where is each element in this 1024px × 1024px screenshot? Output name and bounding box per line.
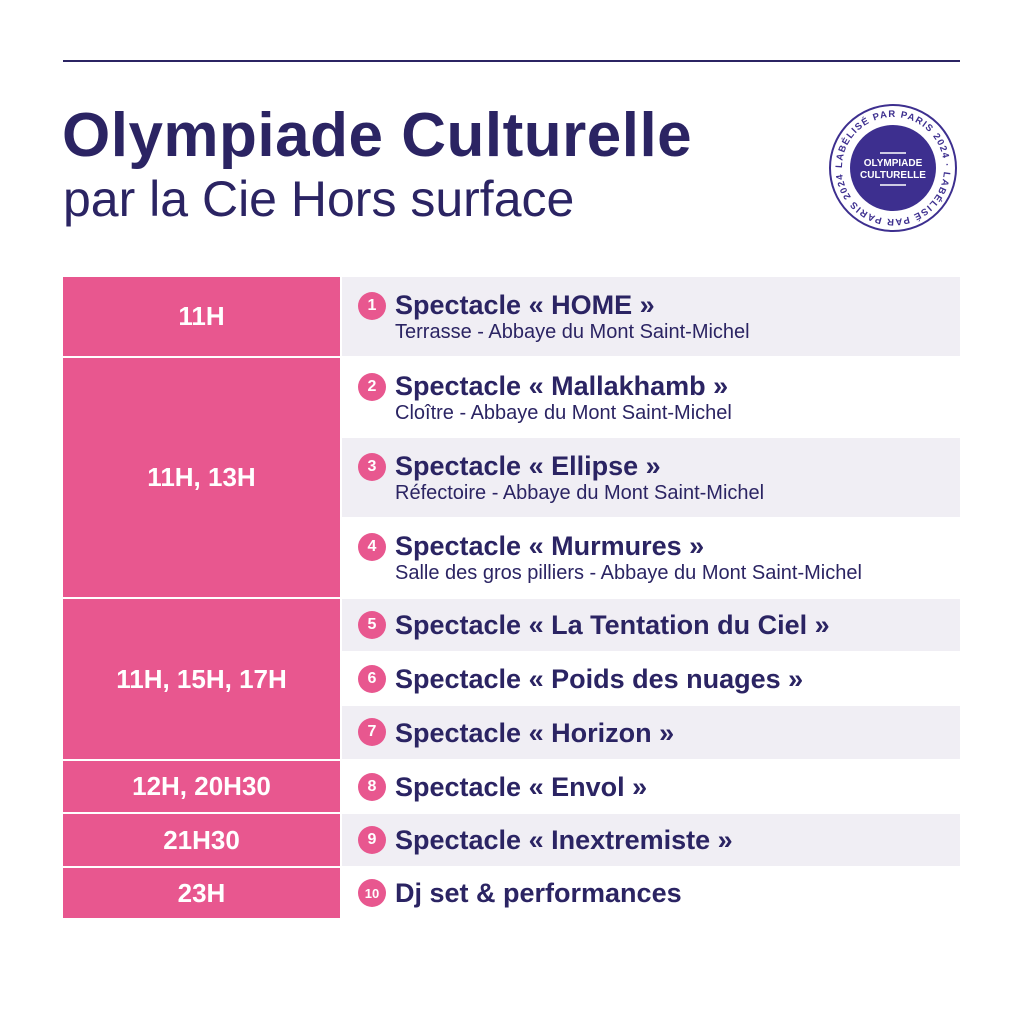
event-title: Dj set & performances bbox=[395, 878, 682, 908]
event-row: 5 Spectacle « La Tentation du Ciel » bbox=[342, 599, 960, 651]
time-cell: 11H bbox=[63, 277, 340, 356]
svg-text:CULTURELLE: CULTURELLE bbox=[860, 170, 926, 181]
event-row: 9 Spectacle « Inextremiste » bbox=[342, 814, 960, 866]
event-row: 8 Spectacle « Envol » bbox=[342, 761, 960, 812]
page-title: Olympiade Culturelle bbox=[62, 101, 693, 170]
event-location: Salle des gros pilliers - Abbaye du Mont… bbox=[395, 561, 862, 584]
top-divider bbox=[63, 60, 960, 62]
event-row: 3 Spectacle « Ellipse » Réfectoire - Abbay… bbox=[342, 438, 960, 517]
event-location: Terrasse - Abbaye du Mont Saint-Michel bbox=[395, 320, 750, 343]
event-row: 1 Spectacle « HOME » Terrasse - Abbaye du … bbox=[342, 277, 960, 356]
time-cell: 11H, 15H, 17H bbox=[63, 599, 340, 759]
time-cell: 21H30 bbox=[63, 814, 340, 866]
event-title: Spectacle « Horizon » bbox=[395, 717, 675, 748]
event-title: Spectacle « HOME » bbox=[395, 289, 655, 320]
svg-text:OLYMPIADE: OLYMPIADE bbox=[864, 158, 923, 169]
event-title: Spectacle « Poids des nuages » bbox=[395, 664, 804, 694]
event-number-badge: 2 bbox=[358, 373, 386, 401]
time-cell: 12H, 20H30 bbox=[63, 761, 340, 812]
event-number-badge: 3 bbox=[358, 453, 386, 481]
event-location: Cloître - Abbaye du Mont Saint-Michel bbox=[395, 401, 732, 424]
event-number-badge: 8 bbox=[358, 773, 386, 801]
paris-2024-label-seal: LABÉLISÉ PAR PARIS 2024 · LABÉLISÉ PAR P… bbox=[828, 103, 957, 232]
event-row: 6 Spectacle « Poids des nuages » bbox=[342, 653, 960, 705]
event-number-badge: 10 bbox=[358, 879, 386, 907]
time-cell: 23H bbox=[63, 868, 340, 918]
page-subtitle: par la Cie Hors surface bbox=[63, 171, 575, 227]
event-title: Spectacle « Envol » bbox=[395, 771, 648, 802]
event-title: Spectacle « Murmures » bbox=[395, 530, 705, 561]
event-title: Spectacle « Inextremiste » bbox=[395, 825, 733, 855]
event-number-badge: 4 bbox=[358, 533, 386, 561]
event-number-badge: 5 bbox=[358, 611, 386, 639]
event-location: Réfectoire - Abbaye du Mont Saint-Michel bbox=[395, 481, 765, 504]
event-row: 10 Dj set & performances bbox=[342, 868, 960, 918]
event-row: 7 Spectacle « Horizon » bbox=[342, 706, 960, 759]
event-number-badge: 6 bbox=[358, 665, 386, 693]
event-row: 2 Spectacle « Mallakhamb » Cloître - Abbay… bbox=[342, 358, 960, 437]
event-number-badge: 1 bbox=[358, 292, 386, 320]
event-title: Spectacle « Ellipse » bbox=[395, 450, 661, 481]
event-title: Spectacle « La Tentation du Ciel » bbox=[395, 610, 830, 640]
event-title: Spectacle « Mallakhamb » bbox=[395, 370, 729, 401]
event-row: 4 Spectacle « Murmures » Salle des gros pi… bbox=[342, 518, 960, 597]
time-cell: 11H, 13H bbox=[63, 358, 340, 597]
event-number-badge: 7 bbox=[358, 718, 386, 746]
event-number-badge: 9 bbox=[358, 826, 386, 854]
